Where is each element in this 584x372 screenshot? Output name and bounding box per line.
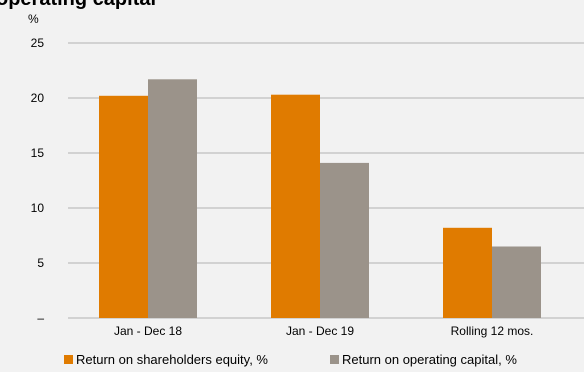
bar [99,95,148,318]
bar [320,162,369,318]
x-tick-label: Jan - Dec 19 [286,324,354,338]
legend-swatch [64,355,73,364]
legend-label: Return on shareholders equity, % [76,352,268,367]
y-tick-label: 5 [37,256,44,270]
legend-label: Return on operating capital, % [342,352,517,367]
bar [492,246,541,318]
y-axis-unit-label: % [28,12,39,26]
y-tick-label: 15 [31,146,45,160]
y-tick-label: 20 [31,91,45,105]
x-tick-labels: Jan - Dec 18 Jan - Dec 19 Rolling 12 mos. [114,324,533,338]
bars [99,79,541,318]
y-tick-label-zero: – [37,311,44,325]
y-tick-label: 10 [31,201,45,215]
legend: Return on shareholders equity, % Return o… [64,352,517,367]
chart-title: operating capital [0,0,156,10]
x-tick-label: Jan - Dec 18 [114,324,182,338]
legend-swatch [330,355,339,364]
bar [148,79,197,318]
x-tick-label: Rolling 12 mos. [451,324,534,338]
y-tick-labels: 25 20 15 10 5 – [31,36,45,325]
bar [443,227,492,318]
bar [271,94,320,318]
y-tick-label: 25 [31,36,45,50]
